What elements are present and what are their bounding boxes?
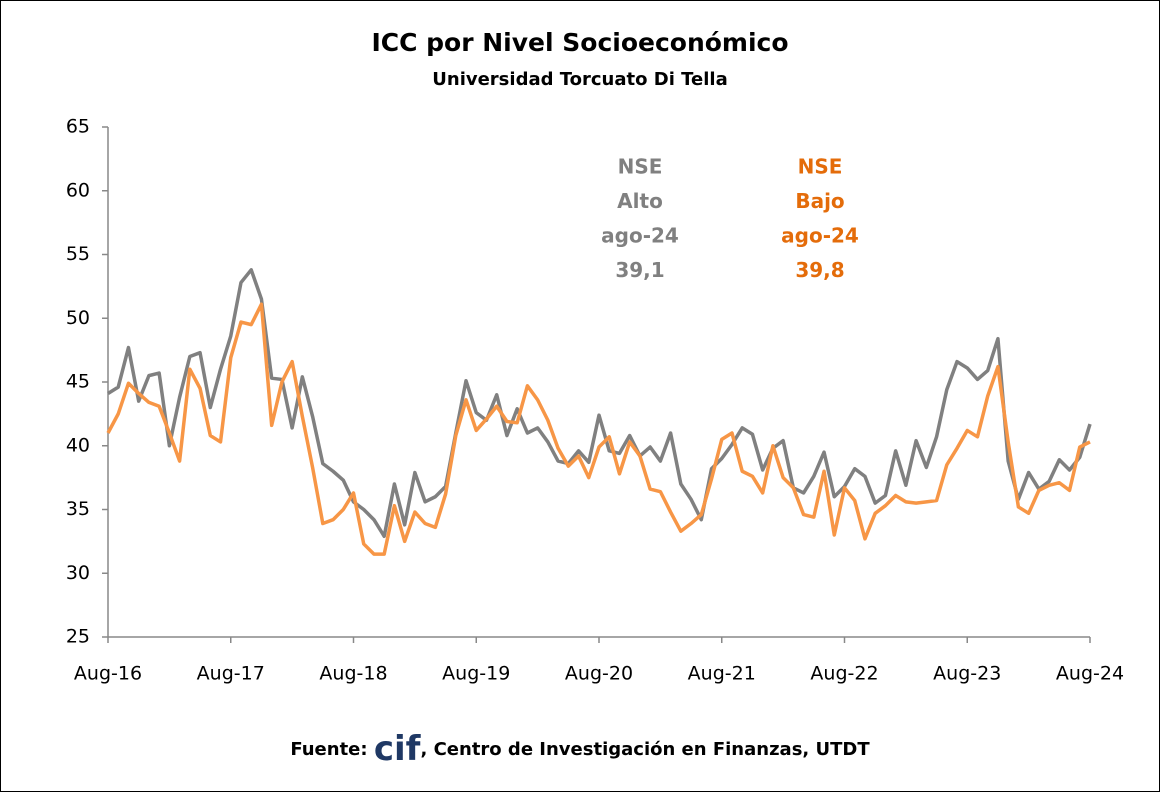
annotation: ago-24 bbox=[781, 224, 859, 248]
annotation: 39,1 bbox=[615, 258, 664, 282]
y-tick-label: 55 bbox=[66, 243, 90, 265]
chart-title: ICC por Nivel Socioeconómico bbox=[371, 28, 788, 57]
y-tick-label: 40 bbox=[66, 434, 90, 456]
x-tick-label: Aug-23 bbox=[933, 663, 1001, 685]
x-tick-label: Aug-24 bbox=[1056, 663, 1124, 685]
y-tick-label: 65 bbox=[66, 116, 90, 138]
annotation: Bajo bbox=[795, 189, 844, 213]
footer-prefix: Fuente: bbox=[290, 739, 367, 760]
y-tick-label: 25 bbox=[66, 626, 90, 648]
y-tick-label: 30 bbox=[66, 562, 90, 584]
x-tick-label: Aug-21 bbox=[688, 663, 756, 685]
x-tick-label: Aug-18 bbox=[319, 663, 387, 685]
footer-text: , Centro de Investigación en Finanzas, U… bbox=[420, 739, 870, 760]
series-line bbox=[106, 302, 1091, 556]
x-tick-label: Aug-19 bbox=[442, 663, 510, 685]
x-tick-label: Aug-17 bbox=[197, 663, 265, 685]
annotation: NSE bbox=[618, 155, 663, 179]
annotation: NSE bbox=[798, 155, 843, 179]
y-tick-label: 60 bbox=[66, 179, 90, 201]
series-line bbox=[107, 268, 1092, 539]
x-tick-label: Aug-16 bbox=[74, 663, 142, 685]
annotation: Alto bbox=[617, 189, 663, 213]
footer: Fuente: cif, Centro de Investigación en … bbox=[290, 729, 870, 769]
chart-subtitle: Universidad Torcuato Di Tella bbox=[432, 69, 727, 90]
footer-logo: cif bbox=[374, 729, 422, 769]
y-tick-label: 45 bbox=[66, 371, 90, 393]
y-tick-label: 35 bbox=[66, 498, 90, 520]
annotation: 39,8 bbox=[795, 258, 844, 282]
x-tick-label: Aug-20 bbox=[565, 663, 633, 685]
annotation: ago-24 bbox=[601, 224, 679, 248]
y-tick-label: 50 bbox=[66, 307, 90, 329]
x-tick-label: Aug-22 bbox=[810, 663, 878, 685]
